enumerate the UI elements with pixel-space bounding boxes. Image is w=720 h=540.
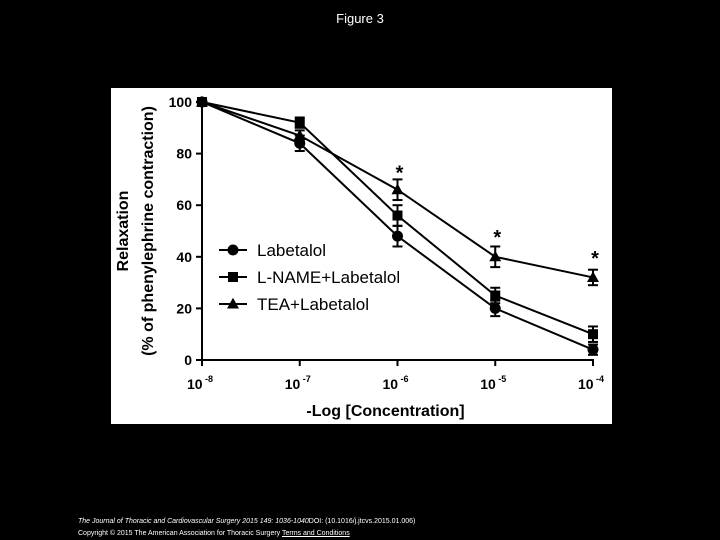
x-tick-exponent: -8 bbox=[203, 374, 214, 384]
x-tick-base: 10 bbox=[382, 376, 398, 392]
data-point bbox=[587, 271, 599, 282]
doi-text: DOI: (10.1016/j.jtcvs.2015.01.006) bbox=[308, 518, 416, 525]
y-tick-label: 40 bbox=[176, 249, 192, 265]
y-tick-label: 100 bbox=[169, 94, 193, 110]
significance-marker: * bbox=[396, 163, 404, 185]
x-tick-label: 10 -7 bbox=[285, 374, 311, 392]
data-point bbox=[293, 129, 306, 141]
data-point bbox=[196, 95, 208, 107]
legend-label: Labetalol bbox=[257, 241, 326, 260]
copyright-text: Copyright © 2015 The American Associatio… bbox=[78, 530, 281, 537]
footer: The Journal of Thoracic and Cardiovascul… bbox=[78, 516, 415, 540]
x-tick-base: 10 bbox=[578, 376, 594, 392]
y-axis-title-line2: (% of phenylephrine contraction) bbox=[140, 106, 157, 356]
y-tick-label: 60 bbox=[176, 197, 192, 213]
legend-marker bbox=[227, 297, 239, 309]
significance-marker: * bbox=[493, 227, 501, 249]
x-tick-base: 10 bbox=[187, 376, 203, 392]
terms-link[interactable]: Terms and Conditions bbox=[282, 530, 350, 537]
x-tick-exponent: -5 bbox=[496, 374, 507, 384]
x-tick-label: 10 -5 bbox=[480, 374, 506, 392]
data-point bbox=[391, 183, 404, 195]
legend-marker bbox=[227, 244, 239, 256]
figure-title: Figure 3 bbox=[336, 11, 384, 26]
legend-marker bbox=[228, 272, 238, 282]
data-point bbox=[587, 344, 599, 356]
x-axis-title: -Log [Concentration] bbox=[306, 403, 464, 420]
chart-panel: 0 20 40 60 80 100 10 -8 10 -7 10 -6 10 -5 10 -4 -Lo… bbox=[111, 88, 612, 424]
data-point bbox=[489, 302, 501, 314]
y-tick-label: 80 bbox=[176, 146, 192, 162]
x-tick-label: 10 -6 bbox=[382, 374, 408, 392]
legend-label: L-NAME+Labetalol bbox=[257, 268, 400, 287]
journal-citation: The Journal of Thoracic and Cardiovascul… bbox=[78, 518, 309, 525]
legend-label: TEA+Labetalol bbox=[257, 295, 369, 314]
data-point bbox=[392, 230, 403, 242]
x-tick-exponent: -4 bbox=[594, 374, 605, 384]
x-tick-base: 10 bbox=[285, 376, 301, 392]
y-tick-label: 0 bbox=[184, 352, 192, 368]
y-axis-title-line1: Relaxation bbox=[115, 191, 132, 272]
x-tick-base: 10 bbox=[480, 376, 496, 392]
x-tick-label: 10 -8 bbox=[187, 374, 213, 392]
data-point bbox=[294, 117, 305, 128]
data-point bbox=[490, 290, 501, 301]
significance-marker: * bbox=[591, 248, 599, 270]
x-tick-label: 10 -4 bbox=[578, 374, 604, 392]
data-point bbox=[392, 210, 403, 221]
y-tick-label: 20 bbox=[176, 300, 192, 316]
x-tick-exponent: -6 bbox=[398, 374, 409, 384]
x-tick-exponent: -7 bbox=[300, 374, 311, 384]
data-point bbox=[588, 329, 598, 340]
data-point bbox=[489, 250, 502, 262]
